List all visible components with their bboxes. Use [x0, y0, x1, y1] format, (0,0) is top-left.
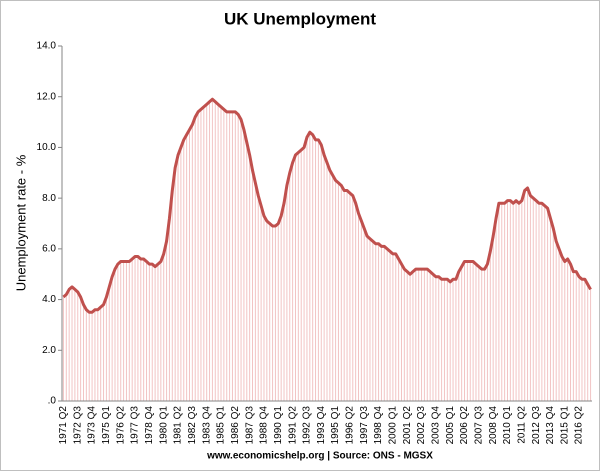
- y-axis-label: Unemployment rate - %: [13, 154, 28, 291]
- y-tick-label: 14.0: [37, 41, 57, 52]
- x-tick-label: 1987 Q3: [244, 406, 255, 445]
- x-tick-label: 2002 Q3: [416, 406, 427, 445]
- source-note: www.economicshelp.org | Source: ONS - MG…: [206, 451, 433, 462]
- y-tick-label: 8.0: [42, 193, 56, 204]
- x-tick-label: 1982 Q3: [187, 406, 198, 445]
- x-tick-label: 2010 Q1: [502, 406, 513, 445]
- x-tick-label: 1976 Q2: [115, 406, 126, 445]
- y-tick-label: 6.0: [42, 243, 56, 254]
- x-tick-label: 1998 Q4: [373, 406, 384, 445]
- x-tick-label: 1993 Q4: [316, 406, 327, 445]
- x-tick-label: 1995 Q1: [330, 406, 341, 445]
- x-tick-label: 1975 Q1: [101, 406, 112, 445]
- x-tick-label: 1986 Q2: [230, 406, 241, 445]
- x-tick-label: 2001 Q2: [402, 406, 413, 445]
- x-tick-label: 2013 Q4: [545, 406, 556, 445]
- x-tick-label: 1973 Q4: [87, 406, 98, 445]
- x-tick-label: 1977 Q3: [130, 406, 141, 445]
- x-tick-label: 1992 Q3: [302, 406, 313, 445]
- x-tick-label: 2005 Q1: [445, 406, 456, 445]
- y-tick-label: 4.0: [42, 294, 56, 305]
- x-tick-label: 2007 Q3: [473, 406, 484, 445]
- x-tick-label: 1983 Q4: [201, 406, 212, 445]
- x-tick-label: 2006 Q2: [459, 406, 470, 445]
- x-tick-label: 2012 Q3: [531, 406, 542, 445]
- x-tick-label: 1980 Q1: [158, 406, 169, 445]
- chart-title: UK Unemployment: [224, 9, 376, 28]
- x-tick-label: 2015 Q1: [559, 406, 570, 445]
- x-tick-label: 1991 Q2: [287, 406, 298, 445]
- x-tick-label: 2008 Q4: [488, 406, 499, 445]
- data-line: [62, 97, 592, 314]
- x-tick-label: 1997 Q3: [359, 406, 370, 445]
- x-tick-label: 2011 Q2: [516, 406, 527, 444]
- x-tick-label: 1978 Q4: [144, 406, 155, 445]
- x-tick-label: 1971 Q2: [58, 406, 69, 445]
- y-tick-label: 10.0: [37, 142, 57, 153]
- x-tick-label: 2000 Q1: [388, 406, 399, 445]
- x-tick-label: 1990 Q1: [273, 406, 284, 445]
- x-tick-label: 1985 Q1: [216, 406, 227, 445]
- x-tick-label: 1981 Q2: [173, 406, 184, 445]
- x-tick-label: 1972 Q3: [72, 406, 83, 445]
- x-tick-label: 1996 Q2: [345, 406, 356, 445]
- x-tick-label: 1988 Q4: [259, 406, 270, 445]
- y-tick-label: .0: [48, 396, 57, 407]
- x-tick-label: 2003 Q4: [431, 406, 442, 445]
- x-tick-label: 2016 Q2: [574, 406, 585, 445]
- y-tick-label: 12.0: [37, 91, 57, 102]
- y-tick-label: 2.0: [42, 345, 56, 356]
